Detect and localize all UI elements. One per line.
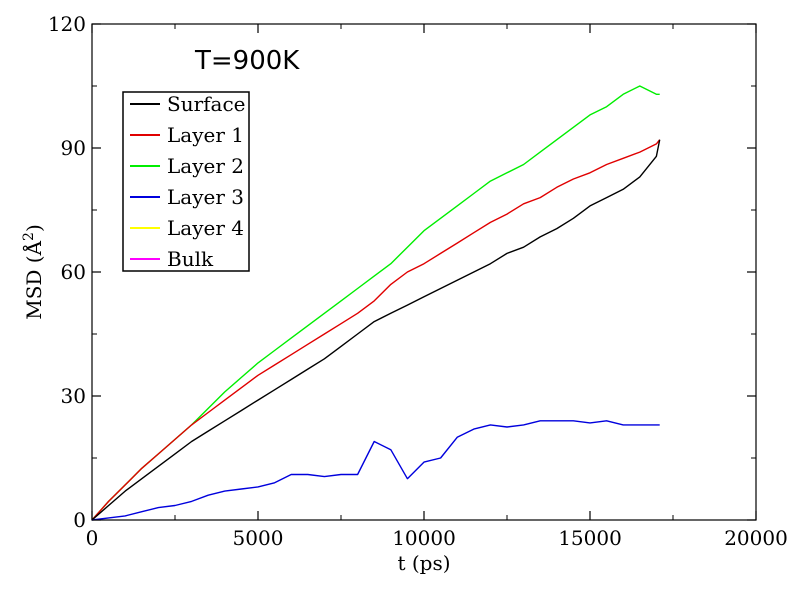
legend-items: Surface Layer 1 Layer 2 Layer 3 Layer 4 Bulk: [130, 92, 246, 271]
y-tick-label: 0: [73, 508, 86, 532]
series-layer: [91, 85, 661, 521]
y-axis-title: MSD (Å2): [21, 224, 46, 320]
y-axis-title-main: MSD (: [22, 255, 46, 319]
series-line-layer-1: [91, 139, 661, 521]
y-axis-title-unit: Å: [21, 240, 46, 256]
x-tick-label: 0: [86, 526, 99, 550]
y-axis-title-close: ): [22, 224, 46, 232]
x-tick-label: 5000: [233, 526, 284, 550]
legend-label: Layer 4: [167, 216, 244, 240]
y-tick-label: 30: [61, 384, 86, 408]
x-axis-title: t (ps): [397, 551, 450, 575]
legend-box: [122, 91, 250, 272]
legend-label: Layer 3: [167, 185, 244, 209]
x-tick-label: 10000: [392, 526, 456, 550]
y-axis-title-exp: 2: [21, 232, 37, 241]
series-line-surface: [91, 139, 661, 521]
series-line-layer-3: [91, 420, 660, 521]
legend-label: Surface: [167, 92, 246, 116]
legend-label: Layer 1: [167, 123, 244, 147]
temperature-annotation: T=900K: [194, 46, 300, 76]
legend-label: Layer 2: [167, 154, 244, 178]
x-tick-label: 15000: [558, 526, 622, 550]
y-tick-label: 90: [61, 136, 86, 160]
y-tick-label: 60: [61, 260, 86, 284]
y-tick-label: 120: [48, 12, 86, 36]
legend: Surface Layer 1 Layer 2 Layer 3 Layer 4 Bulk: [122, 91, 250, 272]
legend-label: Bulk: [167, 247, 214, 271]
ticks-layer: 0 5000 10000 15000 20000 0 30 60 90 120: [48, 12, 788, 550]
x-tick-label: 20000: [724, 526, 788, 550]
